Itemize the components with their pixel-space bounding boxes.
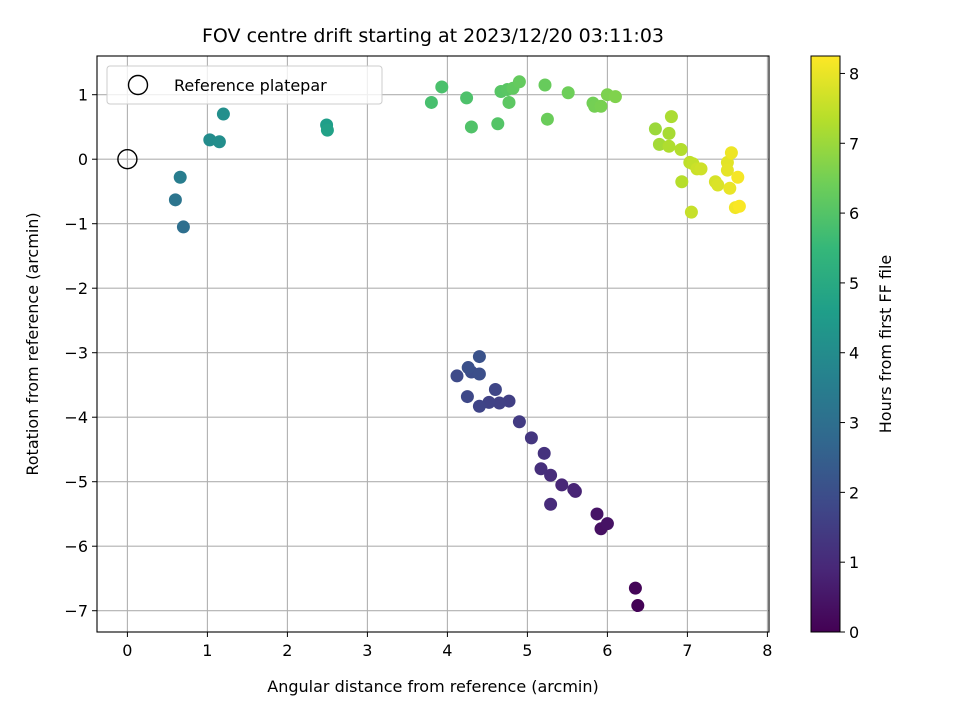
data-point — [544, 468, 558, 482]
data-point — [731, 170, 745, 184]
data-point — [567, 482, 581, 496]
data-point — [684, 205, 698, 219]
x-tick-label: 8 — [762, 641, 772, 660]
y-axis-ticks: −7 −6 −5 −4 −3 −2 −1 0 1 — [64, 86, 97, 621]
data-point — [732, 199, 746, 213]
data-point — [320, 123, 334, 137]
y-tick-label: −2 — [64, 279, 88, 298]
data-point — [664, 110, 678, 124]
y-tick-label: −5 — [64, 473, 88, 492]
colorbar-tick-label: 5 — [849, 274, 859, 293]
data-point — [674, 143, 688, 157]
data-point — [724, 146, 738, 160]
y-axis-label: Rotation from reference (arcmin) — [23, 212, 42, 475]
y-tick-label: −3 — [64, 344, 88, 363]
legend-box — [106, 65, 383, 105]
data-point — [212, 135, 226, 149]
data-point — [538, 78, 552, 92]
data-point — [594, 99, 608, 113]
data-point — [472, 399, 486, 413]
data-point — [488, 382, 502, 396]
y-tick-label: −4 — [64, 408, 88, 427]
x-axis-label: Angular distance from reference (arcmin) — [267, 677, 598, 696]
data-point — [173, 170, 187, 184]
colorbar: 0 1 2 3 4 5 6 7 8 Hours from first FF file — [810, 55, 895, 642]
data-point — [720, 163, 734, 177]
grid — [97, 56, 769, 632]
colorbar-tick-label: 3 — [849, 414, 859, 433]
data-point — [460, 390, 474, 404]
data-point — [608, 90, 622, 104]
data-point — [590, 507, 604, 521]
x-tick-label: 0 — [122, 641, 132, 660]
colorbar-tick-label: 4 — [849, 344, 859, 363]
data-point — [512, 75, 526, 89]
data-point — [472, 350, 486, 364]
x-tick-label: 6 — [602, 641, 612, 660]
data-point — [435, 80, 449, 94]
data-point — [461, 361, 475, 375]
x-tick-label: 4 — [442, 641, 452, 660]
data-points — [117, 75, 746, 613]
data-point — [628, 581, 642, 595]
data-point — [600, 517, 614, 531]
data-point — [711, 178, 725, 192]
data-point — [537, 446, 551, 460]
data-point — [544, 497, 558, 511]
legend-label-reference: Reference platepar — [174, 76, 327, 95]
data-point — [491, 117, 505, 131]
colorbar-tick-label: 6 — [849, 204, 859, 223]
data-point — [534, 462, 548, 476]
data-point — [662, 139, 676, 153]
x-axis-ticks: 0 1 2 3 4 5 6 7 8 — [122, 632, 772, 660]
legend-marker — [127, 74, 149, 96]
x-tick-label: 7 — [682, 641, 692, 660]
reference-platepar-marker — [117, 149, 138, 170]
data-point — [675, 175, 689, 189]
data-point — [216, 107, 230, 121]
data-point — [524, 431, 538, 445]
data-point — [450, 369, 464, 383]
data-point — [694, 162, 708, 176]
colorbar-ticks: 0 1 2 3 4 5 6 7 8 — [840, 64, 859, 642]
data-point — [512, 415, 526, 429]
x-tick-label: 3 — [362, 641, 372, 660]
data-point — [424, 95, 438, 109]
colorbar-label: Hours from first FF file — [876, 255, 895, 434]
y-tick-label: 0 — [78, 150, 88, 169]
colorbar-tick-label: 7 — [849, 134, 859, 153]
plot-frame — [96, 55, 770, 633]
x-tick-label: 5 — [522, 641, 532, 660]
data-point — [631, 599, 645, 613]
data-point — [662, 126, 676, 140]
x-tick-label: 1 — [202, 641, 212, 660]
data-point — [168, 193, 182, 207]
data-point — [723, 181, 737, 195]
data-point — [555, 478, 569, 492]
data-point — [648, 122, 662, 136]
data-point — [472, 367, 486, 381]
y-tick-label: −7 — [64, 602, 88, 621]
data-point — [464, 120, 478, 134]
colorbar-gradient — [810, 55, 841, 633]
data-point — [492, 396, 506, 410]
chart-title: FOV centre drift starting at 2023/12/20 … — [202, 25, 664, 47]
colorbar-tick-label: 1 — [849, 553, 859, 572]
colorbar-tick-label: 8 — [849, 64, 859, 83]
data-point — [176, 220, 190, 234]
x-tick-label: 2 — [282, 641, 292, 660]
data-point — [502, 95, 516, 109]
colorbar-tick-label: 0 — [849, 623, 859, 642]
data-point — [540, 112, 554, 126]
data-point — [561, 86, 575, 100]
data-point — [460, 91, 474, 105]
y-tick-label: 1 — [78, 86, 88, 105]
y-tick-label: −1 — [64, 215, 88, 234]
colorbar-tick-label: 2 — [849, 483, 859, 502]
y-tick-label: −6 — [64, 537, 88, 556]
legend: Reference platepar — [106, 65, 383, 105]
